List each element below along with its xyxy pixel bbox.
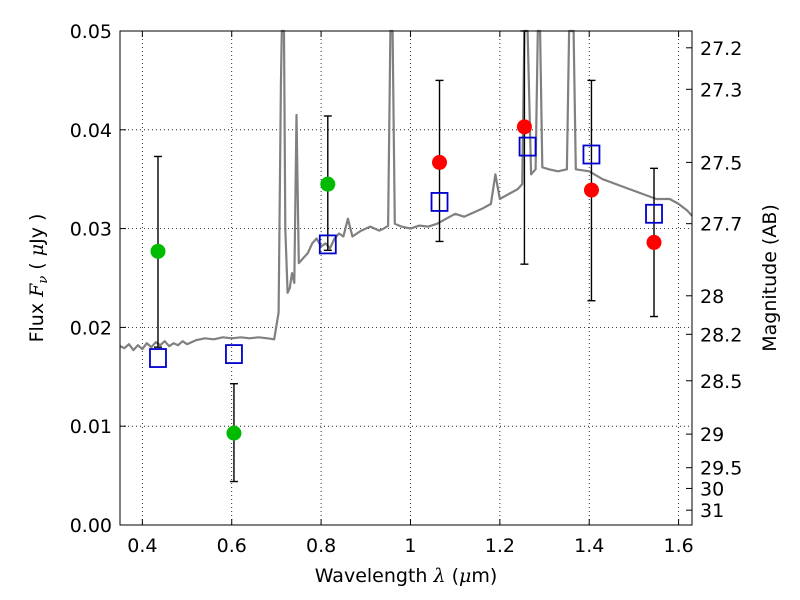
x-axis-ticks: 0.4 0.6 0.8 1 1.2 1.4 1.6 — [127, 31, 694, 557]
x-tick-label: 0.4 — [127, 535, 157, 557]
data-point — [516, 119, 532, 135]
x-tick-label: 1.6 — [663, 535, 693, 557]
right-tick-label: 29.5 — [700, 458, 742, 480]
error-bars — [153, 30, 659, 483]
right-tick-label: 28 — [700, 286, 724, 308]
x-tick-label: 1.2 — [485, 535, 515, 557]
model-point — [645, 203, 663, 224]
y-tick-label: 0.03 — [70, 219, 112, 241]
right-axis-label: Magnitude (AB) — [759, 204, 781, 352]
right-tick-label: 27.5 — [700, 152, 742, 174]
right-tick-label: 27.2 — [700, 38, 742, 60]
model-point — [430, 192, 449, 212]
data-point — [646, 234, 662, 250]
y-tick-label: 0.04 — [70, 120, 112, 142]
right-tick-label: 31 — [700, 500, 724, 522]
model-point — [225, 344, 243, 364]
y-tick-label: 0.01 — [70, 416, 112, 438]
model-spectrum — [119, 29, 693, 352]
model-point — [149, 348, 167, 368]
grid-lines — [120, 31, 692, 525]
x-tick-label: 0.8 — [306, 535, 336, 557]
right-tick-label: 29 — [700, 424, 724, 446]
x-tick-label: 1 — [404, 535, 416, 557]
y-tick-label: 0.05 — [70, 21, 112, 43]
right-tick-label: 28.2 — [700, 324, 742, 346]
data-point — [432, 154, 448, 170]
right-tick-label: 27.3 — [700, 79, 742, 101]
plot-background — [120, 31, 692, 525]
x-tick-label: 0.6 — [217, 535, 247, 557]
y-tick-label: 0.02 — [70, 317, 112, 339]
y-axis-ticks: 0.00 0.01 0.02 0.03 0.04 0.05 — [70, 21, 126, 537]
photometry-markers — [149, 119, 663, 441]
y-axis-label: Flux Fν ( μJy ) — [26, 214, 51, 343]
x-axis-label: Wavelength λ (μm) — [315, 565, 498, 587]
right-tick-label: 27.7 — [700, 214, 742, 236]
data-point — [226, 425, 242, 441]
x-tick-label: 1.4 — [574, 535, 604, 557]
data-point — [150, 243, 166, 259]
y-tick-label: 0.00 — [70, 515, 112, 537]
model-point — [518, 136, 537, 157]
right-tick-label: 30 — [700, 478, 724, 500]
data-point — [320, 176, 336, 192]
plot-frame — [119, 30, 693, 526]
spectrum-line — [119, 29, 693, 352]
right-tick-label: 28.5 — [700, 371, 742, 393]
data-point — [583, 182, 599, 198]
model-point — [318, 234, 337, 255]
model-point — [582, 144, 601, 165]
